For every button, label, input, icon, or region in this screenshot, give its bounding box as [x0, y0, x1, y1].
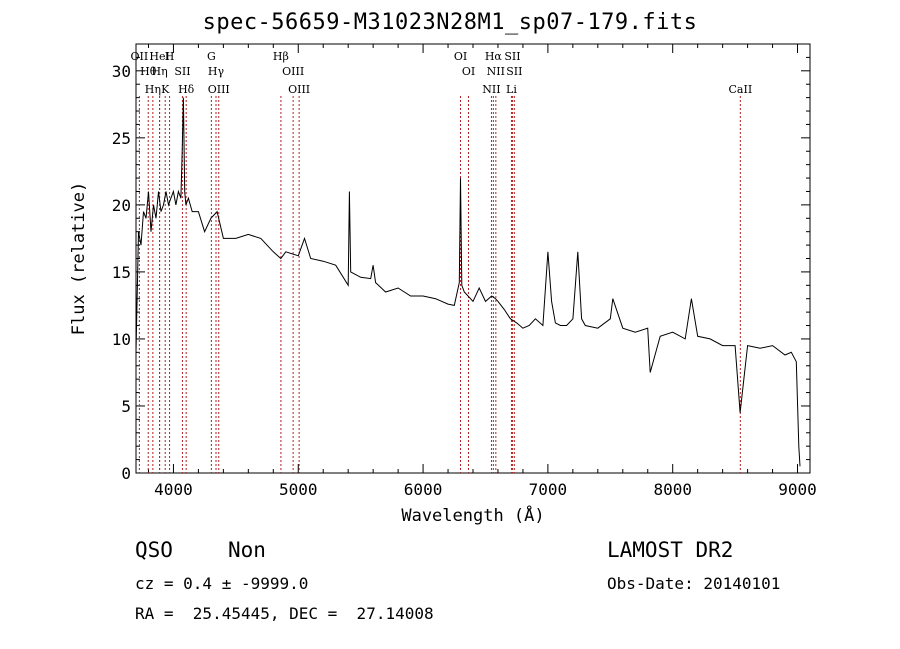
y-tick-label: 15 [112, 263, 131, 282]
x-tick-label: 5000 [279, 480, 318, 499]
line-marker-label: Hη [151, 65, 167, 78]
x-axis-label: Wavelength (Å) [401, 504, 544, 526]
line-marker-label: OI [462, 65, 475, 78]
line-marker-label: Hβ [273, 50, 289, 63]
line-marker-label: OIII [282, 65, 304, 78]
x-tick-label: 7000 [529, 480, 568, 499]
line-marker-label: SII [506, 65, 522, 78]
y-tick-label: 20 [112, 196, 131, 215]
x-tick-label: 6000 [404, 480, 443, 499]
line-marker-label: NII [482, 83, 500, 96]
line-marker-label: Hα [485, 50, 503, 63]
x-tick-label: 4000 [154, 480, 193, 499]
x-tick-label: 9000 [778, 480, 817, 499]
plot-frame [135, 43, 811, 474]
subclass-label: Non [228, 538, 266, 562]
line-marker-label: Hδ [178, 83, 195, 96]
line-marker-label: K [161, 83, 170, 96]
line-marker-label: NII [487, 65, 505, 78]
line-marker-label: Hη [145, 83, 161, 96]
redshift-label: cz = 0.4 ± -9999.0 [135, 574, 309, 593]
y-tick-label: 0 [121, 464, 131, 483]
class-label: QSO [135, 538, 173, 562]
y-tick-label: 5 [121, 397, 131, 416]
line-marker-label: SII [504, 50, 520, 63]
line-marker-label: H [165, 50, 175, 63]
obs-date-label: Obs-Date: 20140101 [607, 574, 781, 593]
survey-label: LAMOST DR2 [607, 538, 734, 562]
y-tick-label: 25 [112, 129, 131, 148]
coords-label: RA = 25.45445, DEC = 27.14008 [135, 604, 434, 623]
line-marker-label: Hγ [208, 65, 225, 78]
y-axis-label: Flux (relative) [69, 182, 89, 336]
line-marker-label: OIII [288, 83, 310, 96]
spectrum-line [135, 97, 801, 467]
line-marker-label: Li [506, 83, 517, 96]
line-marker-label: CaII [729, 83, 753, 96]
line-marker-label: G [207, 50, 216, 63]
line-marker-label: Hθ [140, 65, 157, 78]
y-tick-label: 30 [112, 62, 131, 81]
line-marker-label: OII [131, 50, 149, 63]
y-tick-label: 10 [112, 330, 131, 349]
x-tick-label: 8000 [653, 480, 692, 499]
chart-title: spec-56659-M31023N28M1_sp07-179.fits [202, 10, 698, 35]
line-marker-label: OI [454, 50, 467, 63]
line-marker-label: HeI [149, 50, 169, 63]
line-marker-label: SII [174, 65, 190, 78]
line-marker-label: OIII [208, 83, 230, 96]
